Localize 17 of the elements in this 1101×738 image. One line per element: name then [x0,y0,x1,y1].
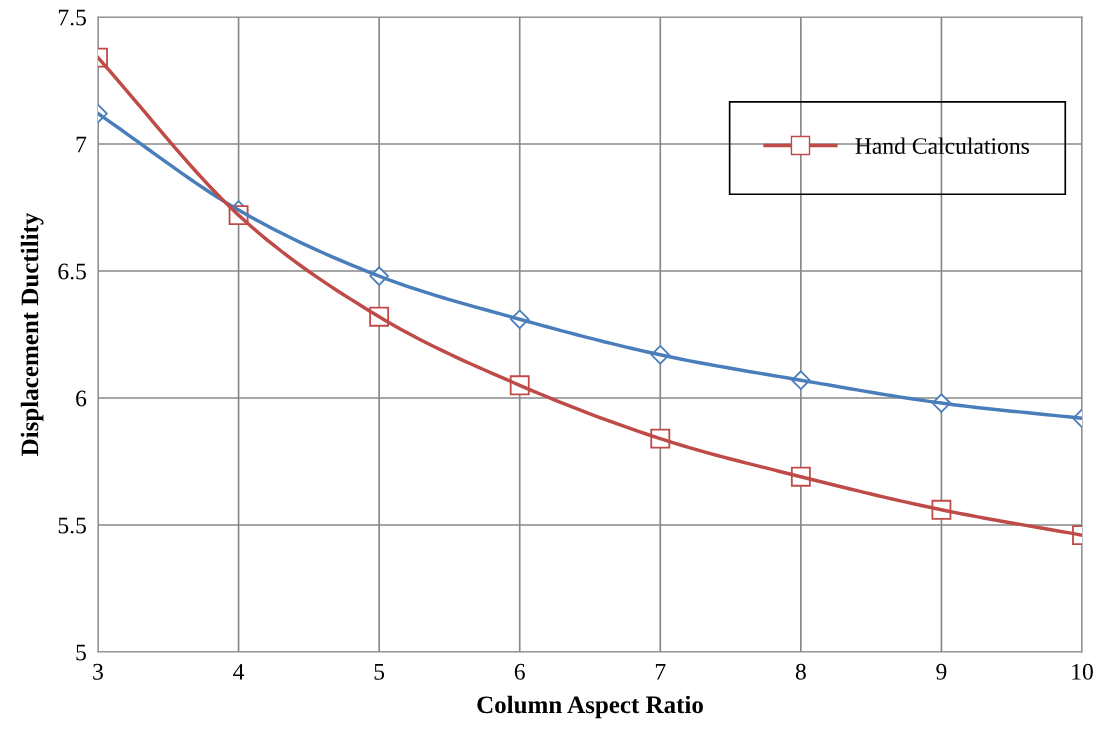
y-tick-label: 7 [76,136,87,153]
y-tick-label: 6 [76,390,87,407]
y-tick-label: 5.5 [58,517,86,534]
x-tick-label: 7 [655,664,666,680]
y-axis-title: Displacement Ductility [20,212,44,456]
y-tick-label: 6.5 [58,263,86,280]
y-tick-label: 7.5 [58,9,86,26]
x-tick-label: 3 [93,663,103,680]
x-tick-label: 8 [795,663,806,680]
x-tick-label: 9 [936,663,947,680]
legend-label: Hand Calculations [855,137,1029,155]
x-tick-label: 4 [233,663,245,680]
x-axis-title: Column Aspect Ratio [477,695,703,719]
x-tick-label: 5 [374,664,385,680]
x-tick-label: 10 [1072,663,1093,680]
y-tick-label: 5 [76,644,86,661]
x-tick-label: 6 [514,663,525,680]
